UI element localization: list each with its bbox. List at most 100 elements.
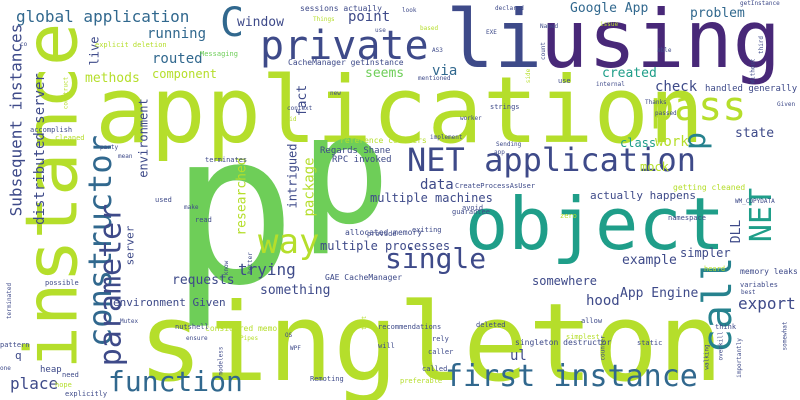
word: using — [540, 0, 781, 86]
word: trying — [238, 260, 296, 279]
word: implement — [430, 134, 463, 141]
word: deleted — [476, 321, 506, 329]
word: one — [0, 365, 11, 372]
word: WPF — [290, 345, 301, 352]
word: Messaging — [200, 50, 238, 58]
word: Remoting — [310, 375, 344, 383]
word: Regards Shane — [320, 146, 391, 156]
word: accomplish — [30, 126, 73, 134]
word: used — [155, 196, 172, 204]
word: pass — [650, 84, 747, 130]
word: walking — [703, 344, 711, 370]
word: App Engine — [620, 286, 699, 301]
word: static — [637, 339, 663, 347]
word: via — [432, 63, 458, 79]
word: created — [602, 66, 657, 81]
word: single — [385, 242, 487, 275]
word: hood — [586, 293, 620, 309]
word: Pipes — [240, 335, 259, 342]
word: test — [361, 315, 369, 331]
word: somewhere — [532, 274, 598, 288]
word: based — [420, 25, 439, 32]
word: best — [741, 289, 756, 296]
word: p — [300, 84, 391, 258]
word: pattern — [0, 341, 30, 349]
word: singleton — [138, 281, 724, 400]
word: memory leaks — [740, 267, 798, 276]
word: state — [735, 126, 775, 141]
word: worker — [460, 115, 482, 122]
word: object — [465, 182, 726, 266]
word: handled generally — [705, 84, 798, 94]
word: Google App — [570, 1, 649, 16]
word: singleton destructor — [515, 338, 612, 347]
word: CreateProcessAsUser — [455, 182, 536, 190]
word: mean — [118, 153, 133, 160]
word: way — [258, 222, 320, 262]
word: know — [223, 260, 231, 276]
word: count — [540, 41, 548, 61]
word: seems — [365, 66, 405, 81]
word: guarantee — [452, 208, 490, 216]
word: considered memory — [205, 324, 287, 333]
word: mock — [640, 160, 669, 174]
word: multiple processes — [320, 239, 451, 253]
word: read — [195, 216, 212, 224]
word: app — [494, 149, 505, 156]
word: sessions actually — [300, 4, 382, 13]
word: multiple machines — [370, 191, 493, 205]
word: called — [422, 365, 448, 373]
word: methods — [85, 71, 140, 86]
word: AS3 — [432, 47, 443, 54]
word: NET — [744, 187, 780, 243]
word: server — [123, 225, 137, 266]
word: Mutex — [120, 318, 139, 325]
word: p — [678, 131, 714, 151]
word: running — [147, 26, 207, 42]
word: global application — [16, 7, 190, 26]
word: application — [95, 57, 705, 164]
word: internal — [596, 81, 625, 88]
word: heap — [40, 365, 62, 375]
word: allow — [581, 317, 603, 325]
word: terminates — [205, 156, 248, 164]
word: actually happens — [590, 189, 696, 202]
word: package — [301, 157, 318, 217]
word: terminated — [6, 282, 14, 320]
word: distributed server — [31, 73, 48, 225]
word: able — [657, 47, 672, 54]
word: importantly — [735, 338, 743, 378]
word: EXE — [486, 29, 497, 36]
word: environment Given — [113, 296, 226, 309]
word: use — [375, 27, 386, 34]
word: co — [20, 41, 28, 48]
word: use — [558, 77, 571, 85]
word: getting cleaned — [673, 183, 746, 192]
word: recommendations — [378, 323, 442, 331]
word: ul — [510, 348, 527, 364]
word: rely — [432, 335, 449, 343]
word: instance — [9, 22, 94, 370]
word: intrigued — [285, 143, 300, 209]
word: strings — [490, 103, 520, 111]
word: side — [525, 68, 533, 84]
word: mentioned — [418, 75, 451, 82]
word: p — [170, 87, 297, 332]
word: function — [108, 365, 243, 398]
word: passed — [655, 110, 677, 117]
word: problem — [690, 6, 745, 21]
word: Without — [749, 58, 757, 84]
word: will — [378, 342, 395, 350]
word: caller — [428, 348, 454, 356]
word: provide — [367, 230, 397, 238]
word: example — [622, 253, 677, 268]
word: GAE CacheManager — [325, 273, 403, 282]
word: new — [330, 90, 341, 97]
word: namespace — [668, 214, 706, 222]
word: point — [348, 9, 391, 25]
word: parameter — [93, 203, 129, 367]
word: Sending — [496, 141, 522, 148]
word: declared — [495, 5, 524, 12]
word: hope — [55, 381, 72, 389]
word: Thanks — [645, 99, 667, 106]
